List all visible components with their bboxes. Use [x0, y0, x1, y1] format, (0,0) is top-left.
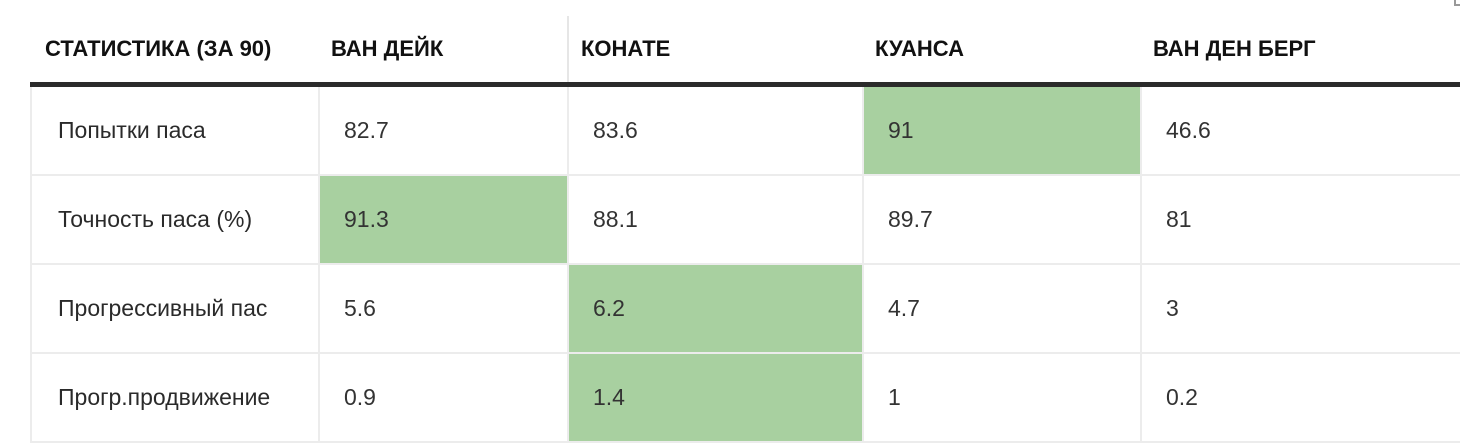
table-row: Прогрессивный пас 5.6 6.2 4.7 3 [30, 263, 1460, 354]
header-player-van-den-berg: ВАН ДЕН БЕРГ [1141, 16, 1460, 87]
table-body: Попытки паса 82.7 83.6 91 46.6 Точность … [30, 83, 1460, 443]
header-row: СТАТИСТИКА (ЗА 90) ВАН ДЕЙК КОНАТЕ КУАНС… [31, 16, 1460, 87]
row-label: Точность паса (%) [30, 174, 320, 265]
stat-cell: 89.7 [862, 174, 1142, 265]
stat-cell: 82.7 [318, 83, 569, 176]
stat-cell: 0.9 [318, 352, 569, 443]
table-row: Прогр.продвижение 0.9 1.4 1 0.2 [30, 352, 1460, 443]
stat-cell-best: 1.4 [567, 352, 864, 443]
stat-cell: 4.7 [862, 263, 1142, 354]
stat-cell: 46.6 [1140, 83, 1460, 176]
table-row: Попытки паса 82.7 83.6 91 46.6 [30, 83, 1460, 176]
stat-cell: 1 [862, 352, 1142, 443]
stat-cell-best: 91 [862, 83, 1142, 176]
stat-cell: 88.1 [567, 174, 864, 265]
header-player-konate: КОНАТЕ [567, 16, 863, 87]
stat-cell-best: 6.2 [567, 263, 864, 354]
stat-cell: 5.6 [318, 263, 569, 354]
corner-mark [1454, 0, 1460, 6]
header-stat-column: СТАТИСТИКА (ЗА 90) [31, 16, 319, 87]
header-player-quansah: КУАНСА [863, 16, 1141, 87]
table-header: СТАТИСТИКА (ЗА 90) ВАН ДЕЙК КОНАТЕ КУАНС… [31, 16, 1460, 87]
header-player-van-dijk: ВАН ДЕЙК [319, 16, 568, 87]
row-label: Прогр.продвижение [30, 352, 320, 443]
stat-cell: 81 [1140, 174, 1460, 265]
stat-cell: 0.2 [1140, 352, 1460, 443]
stat-cell: 3 [1140, 263, 1460, 354]
row-label: Попытки паса [30, 83, 320, 176]
table-row: Точность паса (%) 91.3 88.1 89.7 81 [30, 174, 1460, 265]
row-label: Прогрессивный пас [30, 263, 320, 354]
stats-comparison-table: СТАТИСТИКА (ЗА 90) ВАН ДЕЙК КОНАТЕ КУАНС… [30, 16, 1460, 443]
stat-cell-best: 91.3 [318, 174, 569, 265]
stat-cell: 83.6 [567, 83, 864, 176]
